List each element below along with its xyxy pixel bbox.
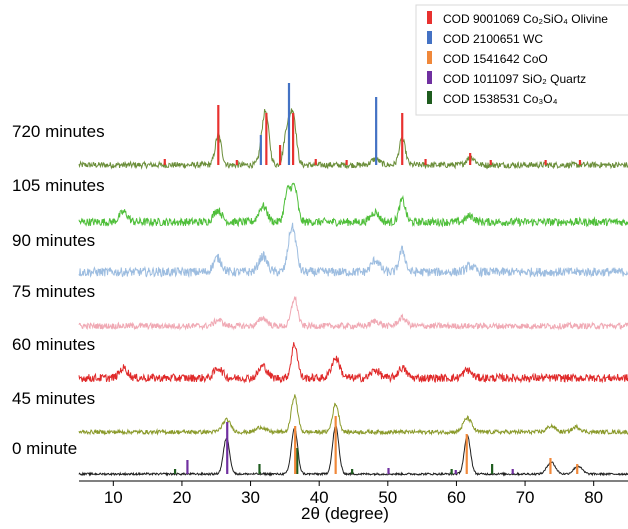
series-label: 60 minutes (12, 335, 95, 354)
series-label: 90 minutes (12, 231, 95, 250)
x-tick-label: 50 (378, 488, 397, 507)
x-axis-label: 2θ (degree) (301, 504, 389, 523)
series-line (78, 394, 628, 436)
legend-swatch (427, 11, 432, 24)
x-tick-label: 60 (447, 488, 466, 507)
series-line (78, 222, 628, 279)
legend-label: COD 1541642 CoO (443, 52, 548, 66)
legend: COD 9001069 Co₂SiO₄ Olivine COD 2100651 W… (415, 4, 628, 116)
series-labels-group: 720 minutes 105 minutes 90 minutes 75 minut… (12, 122, 105, 458)
x-tick-label: 70 (516, 488, 535, 507)
series-label: 720 minutes (12, 122, 105, 141)
series-label: 105 minutes (12, 176, 105, 195)
series-line (78, 424, 628, 477)
x-tick-label: 10 (104, 488, 123, 507)
x-tick-label: 30 (241, 488, 260, 507)
legend-swatch (427, 71, 432, 84)
reference-sticks-group (163, 83, 582, 474)
legend-swatch (427, 31, 432, 44)
legend-swatch (427, 51, 432, 64)
series-group (78, 108, 628, 477)
series-line (78, 296, 628, 331)
legend-box (415, 4, 628, 116)
legend-label: COD 9001069 Co₂SiO₄ Olivine (443, 12, 608, 26)
series-line (78, 342, 628, 384)
series-label: 0 minute (12, 439, 77, 458)
x-tick-label: 80 (584, 488, 603, 507)
x-tick-label: 40 (310, 488, 329, 507)
legend-label: COD 2100651 WC (443, 32, 543, 46)
x-tick-label: 20 (172, 488, 191, 507)
series-label: 45 minutes (12, 389, 95, 408)
legend-swatch (427, 91, 432, 104)
legend-label: COD 1011097 SiO₂ Quartz (443, 72, 586, 86)
x-axis: 10 20 30 40 50 60 70 80 (79, 480, 628, 507)
series-line (78, 182, 628, 228)
series-label: 75 minutes (12, 282, 95, 301)
legend-label: COD 1538531 Co₃O₄ (443, 92, 558, 106)
series-line (78, 108, 628, 170)
